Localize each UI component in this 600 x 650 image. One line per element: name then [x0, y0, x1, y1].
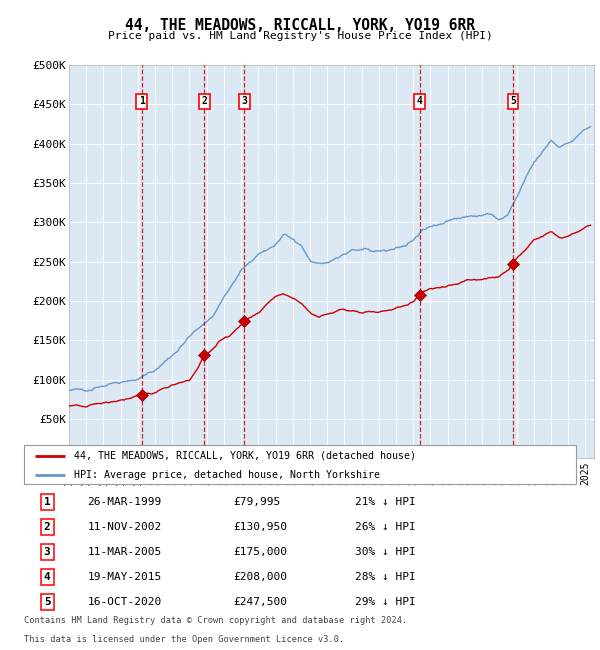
Text: 28% ↓ HPI: 28% ↓ HPI — [355, 572, 416, 582]
Text: 11-NOV-2002: 11-NOV-2002 — [88, 522, 162, 532]
Text: 4: 4 — [417, 96, 423, 106]
Text: £79,995: £79,995 — [234, 497, 281, 507]
Text: £130,950: £130,950 — [234, 522, 288, 532]
Text: 5: 5 — [44, 597, 50, 606]
Text: HPI: Average price, detached house, North Yorkshire: HPI: Average price, detached house, Nort… — [74, 469, 380, 480]
Text: 3: 3 — [241, 96, 247, 106]
Text: Price paid vs. HM Land Registry's House Price Index (HPI): Price paid vs. HM Land Registry's House … — [107, 31, 493, 41]
Text: 44, THE MEADOWS, RICCALL, YORK, YO19 6RR: 44, THE MEADOWS, RICCALL, YORK, YO19 6RR — [125, 18, 475, 33]
Text: Contains HM Land Registry data © Crown copyright and database right 2024.: Contains HM Land Registry data © Crown c… — [24, 616, 407, 625]
Text: 19-MAY-2015: 19-MAY-2015 — [88, 572, 162, 582]
Text: 5: 5 — [510, 96, 516, 106]
Text: 29% ↓ HPI: 29% ↓ HPI — [355, 597, 416, 606]
Text: 2: 2 — [202, 96, 207, 106]
Text: 30% ↓ HPI: 30% ↓ HPI — [355, 547, 416, 557]
Text: £247,500: £247,500 — [234, 597, 288, 606]
FancyBboxPatch shape — [24, 445, 576, 484]
Text: 1: 1 — [44, 497, 50, 507]
Text: 21% ↓ HPI: 21% ↓ HPI — [355, 497, 416, 507]
Text: 26-MAR-1999: 26-MAR-1999 — [88, 497, 162, 507]
Text: £175,000: £175,000 — [234, 547, 288, 557]
Text: 1: 1 — [139, 96, 145, 106]
Text: 11-MAR-2005: 11-MAR-2005 — [88, 547, 162, 557]
Text: 3: 3 — [44, 547, 50, 557]
Text: 16-OCT-2020: 16-OCT-2020 — [88, 597, 162, 606]
Text: 2: 2 — [44, 522, 50, 532]
Text: £208,000: £208,000 — [234, 572, 288, 582]
Text: This data is licensed under the Open Government Licence v3.0.: This data is licensed under the Open Gov… — [24, 634, 344, 644]
Text: 4: 4 — [44, 572, 50, 582]
Text: 44, THE MEADOWS, RICCALL, YORK, YO19 6RR (detached house): 44, THE MEADOWS, RICCALL, YORK, YO19 6RR… — [74, 451, 416, 461]
Text: 26% ↓ HPI: 26% ↓ HPI — [355, 522, 416, 532]
